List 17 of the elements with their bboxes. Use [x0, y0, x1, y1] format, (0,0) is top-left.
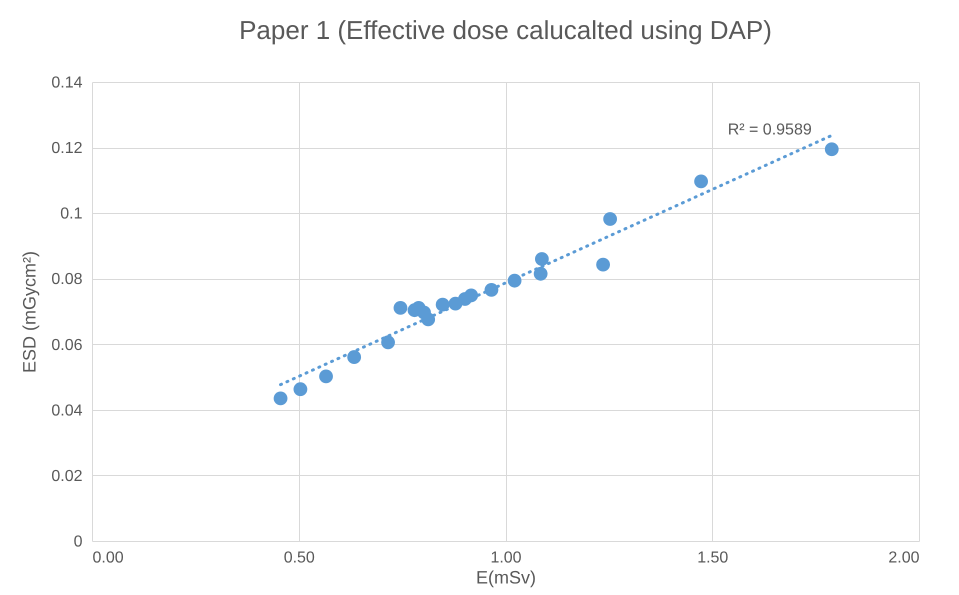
annotation: R² = 0.9589 — [728, 121, 812, 138]
x-tick-label: 2.00 — [888, 550, 920, 566]
x-tick-label: 0.50 — [284, 550, 315, 566]
y-tick-label: 0.06 — [51, 336, 83, 354]
y-tick-label: 0.12 — [51, 140, 83, 158]
y-tick-label: 0.04 — [51, 402, 83, 420]
y-axis-title: ESD (mGycm²) — [19, 251, 40, 373]
chart-title: Paper 1 (Effective dose calucalted using DAP) — [239, 15, 772, 45]
y-tick-label: 0.08 — [51, 271, 83, 288]
x-axis-title: E(mSv) — [476, 568, 536, 588]
x-tick-label: 1.00 — [490, 550, 522, 566]
x-tick-label: 1.50 — [697, 550, 728, 566]
x-tick-label: 0.00 — [92, 550, 124, 566]
y-tick-label: 0.1 — [60, 206, 83, 223]
y-tick-label: 0 — [74, 534, 83, 550]
y-tick-label: 0.02 — [51, 468, 83, 485]
y-tick-label: 0.14 — [51, 74, 83, 92]
